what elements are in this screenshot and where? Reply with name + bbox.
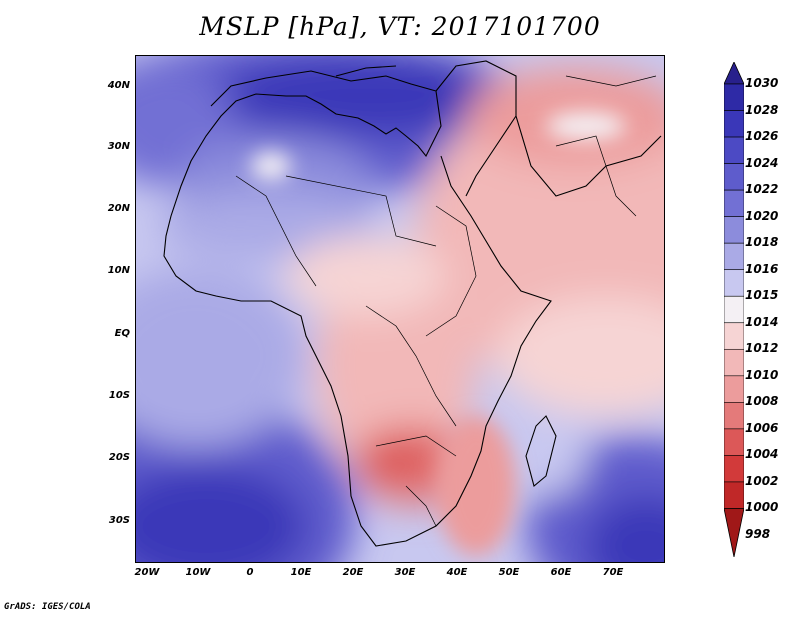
- lat-label-20s: 20S: [108, 452, 130, 463]
- lon-label-40e: 40E: [446, 567, 468, 578]
- legend-label: 1022: [745, 182, 779, 197]
- pressure-map: [135, 55, 665, 563]
- lon-label-20e: 20E: [342, 567, 364, 578]
- credit-text: GrADS: IGES/COLA: [4, 602, 91, 612]
- color-legend: [724, 62, 744, 557]
- legend-label: 1002: [745, 473, 779, 488]
- lon-label-30e: 30E: [394, 567, 416, 578]
- lat-label-40n: 40N: [107, 80, 130, 91]
- legend-swatch: [724, 481, 744, 509]
- legend-label: 1018: [745, 235, 779, 250]
- legend-swatch: [724, 428, 744, 456]
- legend-label: 1020: [745, 208, 779, 223]
- legend-label: 1016: [745, 261, 779, 276]
- legend-swatch-bottom: [724, 508, 744, 557]
- legend-swatch: [724, 295, 744, 324]
- legend-label: 1028: [745, 102, 779, 117]
- legend-swatch: [724, 189, 744, 217]
- legend-swatch: [724, 136, 744, 164]
- africa-coastline: [163, 70, 552, 547]
- lat-label-eq: EQ: [114, 328, 130, 339]
- lat-label-30s: 30S: [108, 515, 130, 526]
- lat-label-20n: 20N: [107, 203, 130, 214]
- lon-label-20w: 20W: [134, 567, 160, 578]
- lat-label-10s: 10S: [108, 390, 130, 401]
- pressure-field: [136, 56, 664, 562]
- legend-label: 1026: [745, 129, 779, 144]
- legend-label: 1014: [745, 314, 779, 329]
- legend-swatch: [724, 455, 744, 483]
- legend-swatch: [724, 322, 744, 350]
- legend-label: 1000: [745, 500, 779, 515]
- legend-swatch: [724, 375, 744, 403]
- legend-swatch: [724, 216, 744, 244]
- legend-swatch: [724, 242, 744, 271]
- legend-label: 1030: [745, 76, 779, 90]
- legend-label: 1012: [745, 341, 779, 356]
- legend-label: 998: [745, 527, 771, 541]
- madagascar: [525, 415, 557, 487]
- legend-swatch: [724, 83, 744, 111]
- lat-label-10n: 10N: [107, 265, 130, 276]
- lon-label-70e: 70E: [602, 567, 624, 578]
- lon-label-50e: 50E: [498, 567, 520, 578]
- legend-swatch: [724, 348, 744, 377]
- map-title: MSLP [hPa], VT: 2017101700: [199, 12, 601, 41]
- legend-label: 1004: [745, 447, 779, 462]
- legend-label: 1008: [745, 394, 779, 409]
- legend-label: 1024: [745, 155, 779, 170]
- legend-swatch: [724, 269, 744, 297]
- legend-label: 1006: [745, 420, 779, 435]
- lon-label-0: 0: [246, 567, 254, 578]
- legend-label: 1015: [745, 288, 779, 303]
- lon-label-60e: 60E: [550, 567, 572, 578]
- lat-label-30n: 30N: [107, 141, 130, 152]
- legend-swatch: [724, 402, 744, 430]
- legend-swatch-top: [724, 62, 744, 85]
- lon-label-10e: 10E: [290, 567, 312, 578]
- lon-label-10w: 10W: [185, 567, 211, 578]
- arabia-coastline: [435, 60, 662, 197]
- legend-swatch: [724, 163, 744, 191]
- legend-label: 1010: [745, 367, 779, 382]
- legend-swatch: [724, 110, 744, 138]
